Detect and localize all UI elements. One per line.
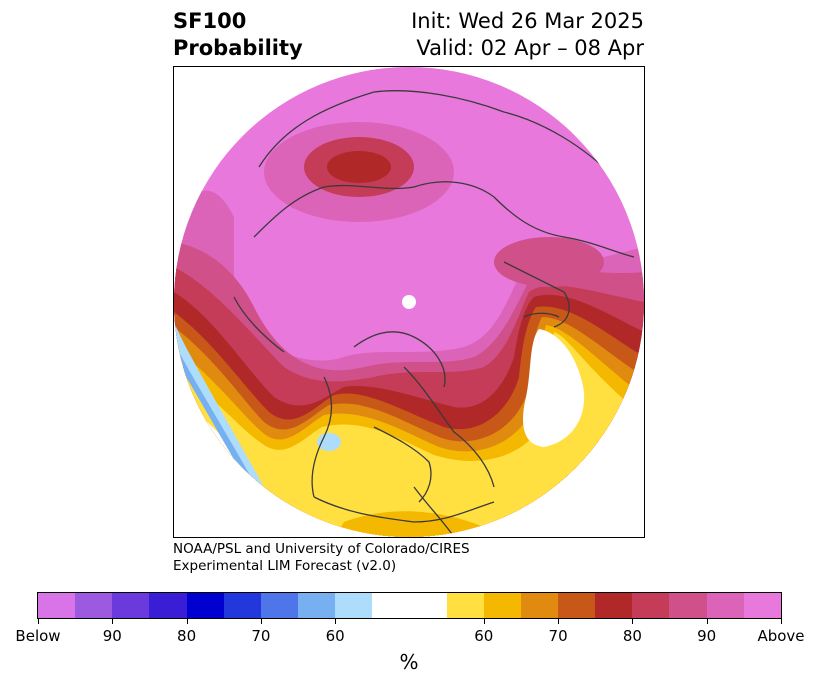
- colorbar-tick: [706, 618, 708, 624]
- field-above-80-europe: [494, 237, 604, 287]
- colorbar-segment: [632, 593, 670, 618]
- colorbar-tick: [558, 618, 560, 624]
- field-below-55-west: [317, 433, 341, 451]
- colorbar-tick: [632, 618, 634, 624]
- colorbar-tick: [112, 618, 114, 624]
- colorbar-tick-label: 70: [251, 627, 271, 645]
- colorbar-segment: [595, 593, 633, 618]
- map-svg: [174, 67, 644, 537]
- product-name: Probability: [173, 36, 303, 60]
- colorbar-segment: [372, 593, 410, 618]
- colorbar-segment: [335, 593, 373, 618]
- colorbar-segment: [75, 593, 113, 618]
- credit: NOAA/PSL and University of Colorado/CIRE…: [173, 541, 470, 575]
- colorbar-segment: [297, 593, 336, 618]
- colorbar-tick: [335, 618, 337, 624]
- colorbar-segment: [38, 593, 76, 618]
- field-neutral: [523, 329, 585, 447]
- colorbar-segment: [520, 593, 558, 618]
- colorbar-segment: [260, 593, 298, 618]
- colorbar-tick-label: 80: [177, 627, 197, 645]
- colorbar-tick: [260, 618, 262, 624]
- colorbar-tick: [38, 618, 39, 624]
- colorbar-segment: [409, 593, 447, 618]
- init-date: Init: Wed 26 Mar 2025: [411, 9, 644, 33]
- colorbar-tick-label: 70: [548, 627, 568, 645]
- title-left: SF100 Probability: [173, 8, 303, 62]
- field-below-55: [174, 322, 264, 492]
- valid-range: Valid: 02 Apr – 08 Apr: [416, 36, 644, 60]
- field-above-50: [174, 332, 644, 537]
- field-above-60-us: [334, 511, 494, 537]
- colorbar-tick-label: 90: [102, 627, 122, 645]
- colorbar-segment: [743, 593, 781, 618]
- credit-line-1: NOAA/PSL and University of Colorado/CIRE…: [173, 541, 470, 557]
- colorbar-segment: [223, 593, 261, 618]
- forecast-map: [173, 66, 645, 538]
- colorbar-tick-label: Below: [15, 627, 61, 645]
- title-right: Init: Wed 26 Mar 2025 Valid: 02 Apr – 08…: [411, 8, 644, 62]
- colorbar-segment: [706, 593, 744, 618]
- colorbar-segment: [483, 593, 521, 618]
- colorbar-unit: %: [399, 650, 419, 674]
- colorbar-segment: [557, 593, 596, 618]
- colorbar-segment: [149, 593, 187, 618]
- colorbar-tick-label: 60: [474, 627, 494, 645]
- colorbar-segment: [446, 593, 484, 618]
- colorbar-tick: [781, 618, 782, 624]
- colorbar-tick: [483, 618, 485, 624]
- colorbar-tick: [186, 618, 188, 624]
- colorbar-segment: [112, 593, 150, 618]
- colorbar-tick-label: Above: [757, 627, 805, 645]
- colorbar-segment: [669, 593, 707, 618]
- field-above-75-siberia: [327, 151, 391, 183]
- coastlines: [233, 90, 635, 537]
- credit-line-2: Experimental LIM Forecast (v2.0): [173, 558, 397, 574]
- field-name: SF100: [173, 9, 247, 33]
- pole-marker: [402, 295, 416, 309]
- colorbar-tick-label: 80: [622, 627, 642, 645]
- colorbar-tick-label: 60: [325, 627, 345, 645]
- colorbar-tick-label: 90: [697, 627, 717, 645]
- field-below-60: [174, 342, 254, 485]
- colorbar: [37, 592, 782, 619]
- colorbar-segment: [186, 593, 224, 618]
